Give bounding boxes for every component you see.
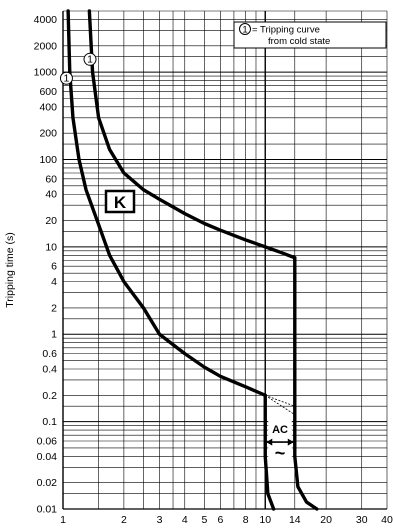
y-tick-label: 600 xyxy=(39,86,57,98)
y-tick-label: 60 xyxy=(45,173,57,185)
y-tick-label: 6 xyxy=(51,261,57,273)
x-tick-label: 40 xyxy=(381,514,393,526)
x-tick-label: 10 xyxy=(259,514,271,526)
y-tick-label: 200 xyxy=(39,128,57,140)
y-axis-label: Tripping time (s) xyxy=(4,232,16,307)
x-tick-label: 2 xyxy=(121,514,127,526)
legend-line-2: from cold state xyxy=(268,36,330,47)
y-tick-label: 400 xyxy=(39,101,57,113)
x-tick-label: 1 xyxy=(60,514,66,526)
x-tick-label: 5 xyxy=(201,514,207,526)
y-tick-label: 0.4 xyxy=(42,364,57,376)
x-tick-label: 20 xyxy=(320,514,332,526)
y-tick-label: 4000 xyxy=(34,14,58,26)
y-tick-label: 0.06 xyxy=(37,436,58,448)
ac-label-background xyxy=(268,420,292,463)
x-tick-label: 8 xyxy=(243,514,249,526)
legend: 1 = Tripping curve from cold state xyxy=(233,21,387,49)
y-tick-label: 0.1 xyxy=(42,416,57,428)
legend-marker-number: 1 xyxy=(242,25,247,36)
annotations: 1 1 AC ~ xyxy=(59,52,294,463)
ac-label: AC xyxy=(272,424,288,436)
tripping-curve-line xyxy=(293,256,319,511)
grid xyxy=(62,10,388,510)
curve-class-label: K xyxy=(114,193,127,212)
x-tick-label: 30 xyxy=(356,514,368,526)
cold-state-marker xyxy=(83,52,97,66)
tripping-curve-line xyxy=(263,393,276,511)
curve-class-box: K xyxy=(104,189,136,214)
ac-symbol: ~ xyxy=(275,443,286,463)
y-tick-label: 2 xyxy=(51,302,57,314)
curves xyxy=(66,9,319,511)
y-tick-label: 1 xyxy=(51,329,57,341)
y-tick-label: 0.04 xyxy=(37,451,58,463)
ac-arrowhead-left xyxy=(266,438,273,446)
ac-arrowhead-right xyxy=(287,438,294,446)
x-tick-labels: 1 2 3 4 5 6 8 10 14 20 30 40 xyxy=(60,514,393,526)
y-tick-label: 0.6 xyxy=(42,348,57,360)
dashed-extension-line xyxy=(265,394,296,416)
x-tick-label: 14 xyxy=(289,514,301,526)
y-tick-label: 100 xyxy=(39,154,57,166)
x-tick-label: 6 xyxy=(217,514,223,526)
tripping-curve-line xyxy=(66,9,267,398)
y-tick-label: 0.2 xyxy=(42,390,57,402)
legend-line-1: = Tripping curve xyxy=(252,25,320,36)
y-tick-label: 40 xyxy=(45,189,57,201)
y-tick-labels: 4000 2000 1000 600 400 200 100 60 40 20 10 6 4 2 1 0.6 0… xyxy=(34,14,58,516)
y-tick-label: 4 xyxy=(51,276,57,288)
y-tick-label: 1000 xyxy=(34,67,58,79)
y-tick-label: 0.01 xyxy=(37,504,58,516)
cold-state-marker-label: 1 xyxy=(64,73,70,85)
dashed-extension-line xyxy=(265,394,295,407)
x-tick-label: 4 xyxy=(182,514,188,526)
y-tick-label: 0.02 xyxy=(37,477,58,489)
y-tick-label: 2000 xyxy=(34,40,58,52)
y-tick-label: 10 xyxy=(45,241,57,253)
tripping-curve-line xyxy=(87,9,297,260)
legend-marker-circle xyxy=(239,23,251,35)
cold-state-marker xyxy=(59,71,73,85)
cold-state-marker-label: 1 xyxy=(87,54,93,66)
x-tick-label: 3 xyxy=(157,514,163,526)
y-tick-label: 20 xyxy=(45,215,57,227)
